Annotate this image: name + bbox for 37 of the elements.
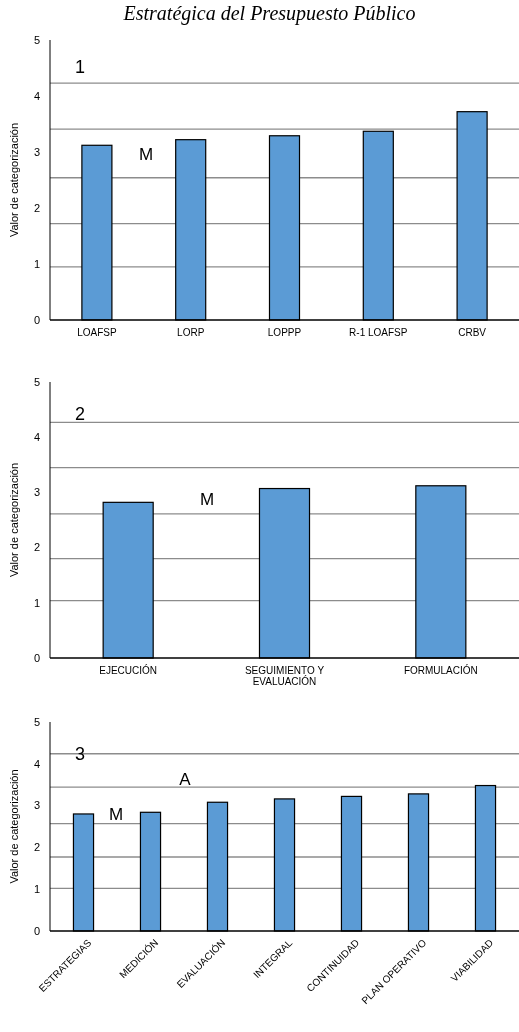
- y-tick-label: 3: [33, 145, 40, 158]
- x-tick-label: EJECUCIÓN: [99, 664, 158, 676]
- x-tick-label: LORP: [177, 327, 205, 338]
- y-tick-label: 3: [33, 486, 40, 499]
- y-tick-label: 5: [33, 715, 40, 728]
- chart-title: Estratégica del Presupuesto Público: [122, 2, 416, 25]
- annotation: M: [138, 145, 154, 164]
- y-axis-title: Valor de categorización: [8, 769, 20, 884]
- x-tick-label: CRBV: [458, 327, 487, 338]
- annotation: M: [199, 490, 215, 509]
- x-tick-label: LOPPP: [267, 327, 302, 338]
- x-tick-label: LOAFSP: [77, 327, 117, 338]
- y-tick-label: 4: [33, 89, 40, 102]
- y-axis-title: Valor de categorización: [8, 122, 20, 238]
- y-tick-label: 4: [33, 431, 40, 444]
- y-tick-label: 3: [33, 799, 40, 812]
- y-tick-label: 2: [33, 541, 40, 554]
- y-tick-label: 0: [33, 313, 40, 326]
- y-tick-label: 5: [33, 33, 40, 46]
- annotation: 2: [75, 404, 86, 424]
- y-tick-label: 1: [33, 257, 40, 270]
- annotation: M: [108, 805, 124, 824]
- y-tick-label: 1: [33, 596, 40, 609]
- annotation: A: [179, 770, 192, 789]
- y-tick-label: 4: [33, 757, 40, 770]
- y-tick-label: 2: [33, 201, 40, 214]
- y-tick-label: 5: [33, 375, 40, 388]
- y-tick-label: 0: [33, 651, 40, 664]
- y-axis-title: Valor de categorización: [8, 462, 20, 578]
- y-tick-label: 1: [33, 883, 40, 896]
- x-tick-label: SEGUIMIENTO Y EVALUACIÓN: [244, 665, 325, 687]
- y-tick-label: 0: [33, 924, 40, 937]
- x-tick-label: R-1 LOAFSP: [349, 327, 408, 338]
- annotation: 3: [75, 744, 86, 764]
- y-tick-label: 2: [33, 841, 40, 854]
- x-tick-label: FORMULACIÓN: [403, 664, 478, 676]
- annotation: 1: [75, 57, 86, 77]
